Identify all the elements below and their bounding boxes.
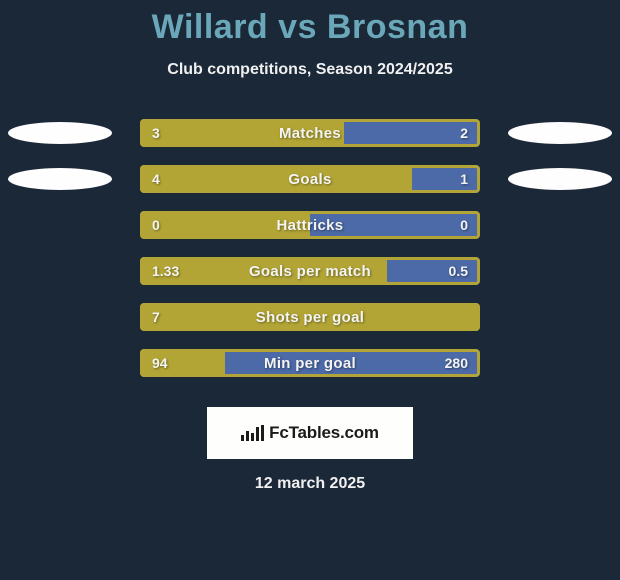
- vs-text: vs: [278, 8, 327, 46]
- player1-name: Willard: [152, 8, 269, 46]
- stat-row: Goals41: [140, 165, 480, 193]
- logo-text: FcTables.com: [269, 423, 379, 443]
- team-badge-left: [8, 168, 112, 190]
- stat-row: Matches32: [140, 119, 480, 147]
- date-text: 12 march 2025: [0, 475, 620, 493]
- stat-row: Hattricks00: [140, 211, 480, 239]
- team-badge-left: [8, 122, 112, 144]
- stat-bar-right: [412, 165, 480, 193]
- team-badge-right: [508, 122, 612, 144]
- page-title: Willard vs Brosnan: [0, 0, 620, 47]
- stat-row: Min per goal94280: [140, 349, 480, 377]
- stat-bar-left: [140, 119, 344, 147]
- stat-bar-right: [310, 211, 480, 239]
- stat-bar-left: [140, 349, 225, 377]
- stat-bar-right: [344, 119, 480, 147]
- player2-name: Brosnan: [327, 8, 468, 46]
- subtitle: Club competitions, Season 2024/2025: [0, 61, 620, 79]
- site-logo: FcTables.com: [207, 407, 413, 459]
- comparison-chart: Matches32 Goals41 Hattricks00 Goals per mat…: [0, 119, 620, 389]
- stat-bar-right: [387, 257, 480, 285]
- stat-row: Shots per goal7: [140, 303, 480, 331]
- stat-bar-left: [140, 257, 387, 285]
- comparison-card: Willard vs Brosnan Club competitions, Se…: [0, 0, 620, 580]
- team-badge-right: [508, 168, 612, 190]
- stat-row: Goals per match1.330.5: [140, 257, 480, 285]
- stat-bar-right: [225, 349, 480, 377]
- stat-bar-left: [140, 303, 480, 331]
- logo-bars-icon: [241, 425, 263, 441]
- stat-bar-left: [140, 211, 310, 239]
- stat-bar-left: [140, 165, 412, 193]
